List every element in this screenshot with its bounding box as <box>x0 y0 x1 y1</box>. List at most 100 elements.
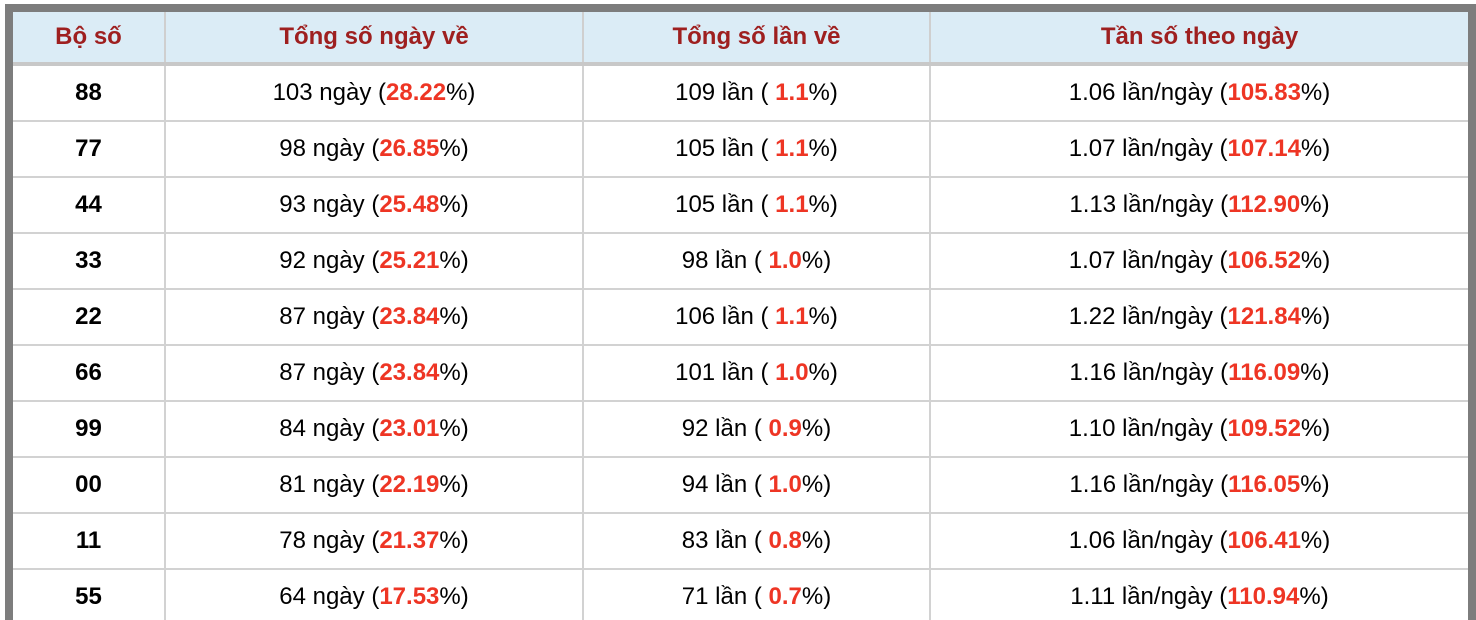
total-days-cell: 84 ngày (23.01%) <box>165 401 584 458</box>
days-text: 81 ngày ( <box>279 471 380 498</box>
times-text: 105 lần ( <box>675 135 776 162</box>
lottery-pair-statistics-table: Bộ số Tổng số ngày về Tổng số lần về Tần… <box>13 12 1468 620</box>
times-text: 105 lần ( <box>675 191 776 218</box>
freq-percent: 116.09 <box>1228 359 1301 386</box>
pair-cell: 66 <box>13 345 166 402</box>
freq-text: 1.07 lần/ngày ( <box>1068 135 1228 162</box>
frequency-cell: 1.13 lần/ngày (112.90%) <box>930 177 1468 234</box>
frequency-cell: 1.07 lần/ngày (107.14%) <box>930 121 1468 178</box>
days-text: 64 ngày ( <box>279 583 380 610</box>
times-close: %) <box>801 247 832 274</box>
times-close: %) <box>801 471 832 498</box>
pair-value: 44 <box>75 191 102 218</box>
pair-value: 00 <box>75 471 102 498</box>
days-text: 93 ngày ( <box>279 191 380 218</box>
freq-percent: 105.83 <box>1227 79 1301 106</box>
times-percent: 1.0 <box>768 471 802 498</box>
table-row: 88 103 ngày (28.22%) 109 lần ( 1.1%) 1.0… <box>13 64 1468 122</box>
freq-text: 1.16 lần/ngày ( <box>1069 359 1229 386</box>
frequency-cell: 1.06 lần/ngày (105.83%) <box>930 64 1468 122</box>
times-close: %) <box>801 527 832 554</box>
total-days-cell: 81 ngày (22.19%) <box>165 457 584 514</box>
table-row: 33 92 ngày (25.21%) 98 lần ( 1.0%) 1.07 … <box>13 233 1468 290</box>
times-percent: 0.8 <box>768 527 802 554</box>
pair-cell: 55 <box>13 569 166 620</box>
times-text: 101 lần ( <box>675 359 776 386</box>
times-close: %) <box>801 583 832 610</box>
pair-value: 88 <box>75 79 102 106</box>
table-row: 99 84 ngày (23.01%) 92 lần ( 0.9%) 1.10 … <box>13 401 1468 458</box>
freq-close: %) <box>1300 135 1331 162</box>
table-row: 11 78 ngày (21.37%) 83 lần ( 0.8%) 1.06 … <box>13 513 1468 570</box>
times-percent: 1.1 <box>775 79 809 106</box>
freq-close: %) <box>1299 583 1329 610</box>
pair-cell: 44 <box>13 177 166 234</box>
days-text: 98 ngày ( <box>279 135 380 162</box>
days-text: 103 ngày ( <box>272 79 386 106</box>
days-percent: 25.48 <box>379 191 440 218</box>
days-close: %) <box>439 415 469 442</box>
table-header-row: Bộ số Tổng số ngày về Tổng số lần về Tần… <box>13 12 1468 66</box>
table-body: 88 103 ngày (28.22%) 109 lần ( 1.1%) 1.0… <box>13 64 1468 620</box>
freq-text: 1.16 lần/ngày ( <box>1069 471 1229 498</box>
times-text: 83 lần ( <box>681 527 769 554</box>
times-text: 98 lần ( <box>681 247 769 274</box>
pair-cell: 33 <box>13 233 166 290</box>
times-percent: 0.9 <box>768 415 802 442</box>
pair-cell: 99 <box>13 401 166 458</box>
days-text: 92 ngày ( <box>279 247 380 274</box>
header-frequency: Tần số theo ngày <box>930 12 1468 66</box>
times-text: 109 lần ( <box>675 79 776 106</box>
total-days-cell: 87 ngày (23.84%) <box>165 289 584 346</box>
times-close: %) <box>808 303 838 330</box>
pair-value: 33 <box>75 247 102 274</box>
freq-close: %) <box>1300 303 1331 330</box>
pair-cell: 00 <box>13 457 166 514</box>
total-times-cell: 92 lần ( 0.9%) <box>583 401 931 458</box>
pair-value: 55 <box>75 583 102 610</box>
days-close: %) <box>439 135 469 162</box>
frequency-cell: 1.10 lần/ngày (109.52%) <box>930 401 1468 458</box>
table-row: 55 64 ngày (17.53%) 71 lần ( 0.7%) 1.11 … <box>13 569 1468 620</box>
pair-value: 22 <box>75 303 102 330</box>
times-text: 94 lần ( <box>681 471 769 498</box>
days-text: 87 ngày ( <box>279 303 380 330</box>
pair-cell: 77 <box>13 121 166 178</box>
total-times-cell: 101 lần ( 1.0%) <box>583 345 931 402</box>
statistics-table-frame: Bộ số Tổng số ngày về Tổng số lần về Tần… <box>5 4 1476 620</box>
freq-percent: 107.14 <box>1227 135 1301 162</box>
table-row: 66 87 ngày (23.84%) 101 lần ( 1.0%) 1.16… <box>13 345 1468 402</box>
freq-close: %) <box>1300 247 1331 274</box>
pair-cell: 22 <box>13 289 166 346</box>
times-close: %) <box>808 191 838 218</box>
total-times-cell: 98 lần ( 1.0%) <box>583 233 931 290</box>
freq-close: %) <box>1300 79 1331 106</box>
total-days-cell: 78 ngày (21.37%) <box>165 513 584 570</box>
frequency-cell: 1.22 lần/ngày (121.84%) <box>930 289 1468 346</box>
days-close: %) <box>439 359 469 386</box>
frequency-cell: 1.11 lần/ngày (110.94%) <box>930 569 1468 620</box>
times-percent: 1.1 <box>775 135 809 162</box>
times-close: %) <box>808 135 838 162</box>
days-close: %) <box>439 527 469 554</box>
pair-cell: 88 <box>13 64 166 122</box>
days-close: %) <box>439 247 469 274</box>
times-close: %) <box>808 359 838 386</box>
table-row: 00 81 ngày (22.19%) 94 lần ( 1.0%) 1.16 … <box>13 457 1468 514</box>
days-percent: 23.01 <box>379 415 440 442</box>
freq-close: %) <box>1300 191 1330 218</box>
days-text: 78 ngày ( <box>279 527 380 554</box>
days-text: 87 ngày ( <box>279 359 380 386</box>
freq-percent: 106.52 <box>1227 247 1301 274</box>
freq-text: 1.06 lần/ngày ( <box>1068 527 1228 554</box>
freq-close: %) <box>1300 415 1331 442</box>
frequency-cell: 1.06 lần/ngày (106.41%) <box>930 513 1468 570</box>
pair-cell: 11 <box>13 513 166 570</box>
days-percent: 21.37 <box>379 527 440 554</box>
freq-text: 1.06 lần/ngày ( <box>1068 79 1228 106</box>
days-close: %) <box>446 79 476 106</box>
total-days-cell: 92 ngày (25.21%) <box>165 233 584 290</box>
times-close: %) <box>808 79 838 106</box>
days-text: 84 ngày ( <box>279 415 380 442</box>
header-total-times: Tổng số lần về <box>583 12 931 66</box>
